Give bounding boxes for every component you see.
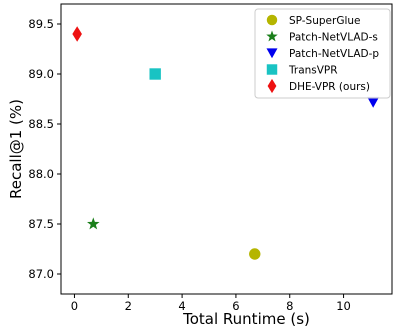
legend-marker xyxy=(267,78,277,94)
x-tick-label: 2 xyxy=(125,299,132,313)
legend: SP-SuperGlue Patch-NetVLAD-s Patch-NetVLAD… xyxy=(254,8,391,99)
data-point-patch-netvlad-s xyxy=(87,217,100,230)
legend-label: SP-SuperGlue xyxy=(289,15,361,27)
y-tick-label: 87.0 xyxy=(28,267,54,281)
data-point-dhe-vpr-ours xyxy=(72,26,82,42)
legend-marker xyxy=(266,14,278,26)
legend-marker xyxy=(266,30,278,42)
legend-label: TransVPR xyxy=(288,65,338,77)
y-tick-label: 89.5 xyxy=(28,17,54,31)
y-axis-title: Recall@1 (%) xyxy=(7,99,25,199)
x-tick-label: 10 xyxy=(336,299,351,313)
x-tick-label: 4 xyxy=(178,299,185,313)
data-point-transvpr xyxy=(149,68,161,80)
y-tick-label: 88.0 xyxy=(28,167,54,181)
x-tick-label: 6 xyxy=(232,299,239,313)
x-axis-title: Total Runtime (s) xyxy=(182,310,310,328)
legend-label: Patch-NetVLAD-s xyxy=(289,32,378,44)
plot-frame xyxy=(60,3,393,295)
y-tick-label: 87.5 xyxy=(28,217,54,231)
legend-label: Patch-NetVLAD-p xyxy=(289,48,379,60)
data-points xyxy=(72,26,380,260)
x-tick-label: 8 xyxy=(286,299,293,313)
legend-marker xyxy=(266,48,278,59)
y-tick-label: 89.0 xyxy=(28,67,54,81)
data-point-patch-netvlad-p xyxy=(367,96,380,108)
y-tick-label: 88.5 xyxy=(28,117,54,131)
x-tick-label: 0 xyxy=(71,299,78,313)
axes: 0 2 4 6 8 10 87.0 87.5 88.0 88.5 89.0 89.5 Total Run… xyxy=(7,3,393,328)
data-point-sp-superglue xyxy=(249,248,261,260)
legend-label: DHE-VPR (ours) xyxy=(289,81,370,93)
legend-marker xyxy=(266,64,278,75)
legend-box xyxy=(254,8,391,99)
